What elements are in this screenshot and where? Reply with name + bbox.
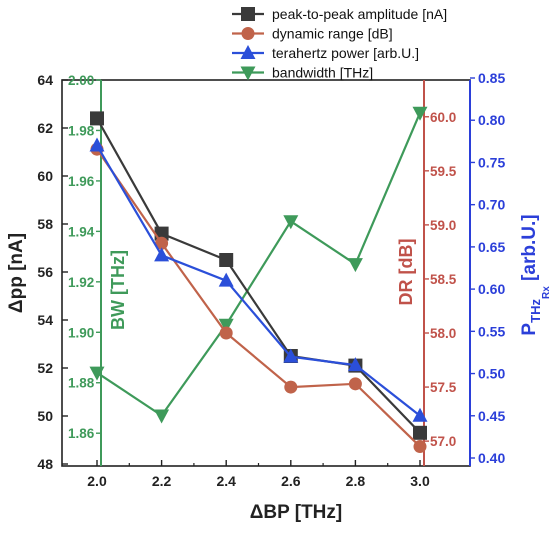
pthz-axis-label-part: [arb.U.] (519, 214, 540, 286)
legend-label: bandwidth [THz] (272, 65, 373, 81)
legend-marker (241, 27, 255, 40)
pthz-tick-label: 0.85 (478, 70, 505, 86)
data-point-dynamic (413, 440, 427, 454)
pthz-tick-label: 0.40 (478, 450, 505, 466)
x-axis-label: ΔBP [THz] (250, 502, 342, 523)
pthz-tick-label: 0.60 (478, 281, 505, 297)
legend-label: terahertz power [arb.U.] (272, 45, 419, 61)
pp-tick-label: 64 (37, 72, 53, 88)
data-point-terahertz (412, 407, 428, 422)
pthz-axis-label-part: P (519, 323, 540, 336)
pp-tick-label: 50 (37, 408, 53, 424)
x-tick-label: 2.4 (216, 473, 236, 489)
dr-tick-label: 58.5 (430, 272, 457, 287)
legend: peak-to-peak amplitude [nA] dynamic range… (232, 6, 447, 81)
dr-tick-label: 57.0 (430, 434, 456, 449)
bw-tick-label: 1.96 (68, 174, 95, 189)
pthz-tick-label: 0.80 (478, 112, 505, 128)
pthz-tick-label: 0.45 (478, 408, 505, 424)
series-line-peak-to-peak (96, 117, 421, 434)
dr-tick-label: 59.0 (430, 218, 456, 233)
series-layer (89, 106, 428, 454)
data-point-bandwidth (154, 409, 170, 424)
pp-tick-label: 52 (37, 360, 53, 376)
legend-label: peak-to-peak amplitude [nA] (272, 6, 447, 22)
bw-tick-label: 1.92 (68, 275, 94, 290)
pthz-tick-label: 0.55 (478, 323, 505, 339)
data-point-bandwidth (218, 318, 234, 333)
pp-axis-label: Δpp [nA] (6, 233, 27, 313)
x-tick-label: 2.2 (152, 473, 172, 489)
bw-axis-label: BW [THz] (108, 250, 128, 330)
data-point-peak-to-peak (219, 253, 234, 267)
pp-tick-label: 58 (37, 216, 53, 232)
series-line-terahertz (96, 144, 421, 417)
bw-tick-label: 1.88 (68, 376, 95, 391)
x-tick-label: 2.8 (346, 473, 366, 489)
data-point-terahertz (154, 247, 170, 262)
data-point-peak-to-peak (90, 111, 104, 126)
data-point-dynamic (219, 326, 233, 340)
pthz-tick-label: 0.65 (478, 239, 505, 255)
pthz-tick-label: 0.75 (478, 154, 505, 170)
pp-tick-label: 56 (37, 264, 53, 280)
x-tick-label: 3.0 (410, 473, 430, 489)
bw-tick-label: 1.98 (68, 123, 95, 138)
bw-tick-label: 1.94 (68, 224, 95, 239)
dr-axis-label: DR [dB] (396, 239, 416, 306)
pthz-axis-label: PTHzRx [arb.U.] (519, 214, 550, 335)
data-point-bandwidth (412, 106, 428, 121)
dr-tick-label: 60.0 (430, 110, 456, 125)
data-point-terahertz (347, 357, 363, 372)
data-point-dynamic (155, 236, 169, 250)
data-point-dynamic (348, 377, 362, 391)
series-line-bandwidth (96, 112, 422, 418)
series-line-dynamic (96, 148, 421, 448)
axes-layer: 2.0 2.2 2.4 2.6 2.8 3.0 ΔBP [THz] 48 50 52 54 56 58 6… (6, 70, 550, 523)
bw-tick-label: 1.86 (68, 426, 95, 441)
pp-tick-label: 48 (37, 456, 53, 472)
pp-tick-label: 60 (37, 168, 53, 184)
data-point-bandwidth (89, 366, 105, 381)
dr-tick-label: 58.0 (430, 326, 456, 341)
pp-tick-label: 54 (37, 312, 53, 328)
data-point-bandwidth (283, 215, 299, 230)
x-tick-label: 2.6 (281, 473, 301, 489)
pthz-axis-label-part: THz (528, 299, 543, 323)
pthz-axis-label-part: Rx (541, 286, 550, 299)
dr-tick-label: 59.5 (430, 164, 457, 179)
data-point-terahertz (89, 137, 105, 152)
pp-tick-label: 62 (37, 120, 53, 136)
bw-tick-label: 2.00 (68, 73, 94, 88)
bw-tick-label: 1.90 (68, 325, 94, 340)
legend-marker (240, 66, 256, 81)
data-point-terahertz (218, 272, 234, 287)
x-tick-label: 2.0 (87, 473, 107, 489)
pthz-tick-label: 0.70 (478, 197, 505, 213)
data-point-terahertz (283, 348, 299, 363)
legend-marker (240, 45, 256, 59)
dr-tick-label: 57.5 (430, 380, 457, 395)
data-point-peak-to-peak (413, 425, 427, 440)
data-point-dynamic (284, 380, 298, 394)
data-point-bandwidth (347, 258, 363, 273)
legend-label: dynamic range [dB] (272, 26, 393, 42)
legend-marker (241, 7, 255, 21)
pthz-tick-label: 0.50 (478, 366, 505, 382)
